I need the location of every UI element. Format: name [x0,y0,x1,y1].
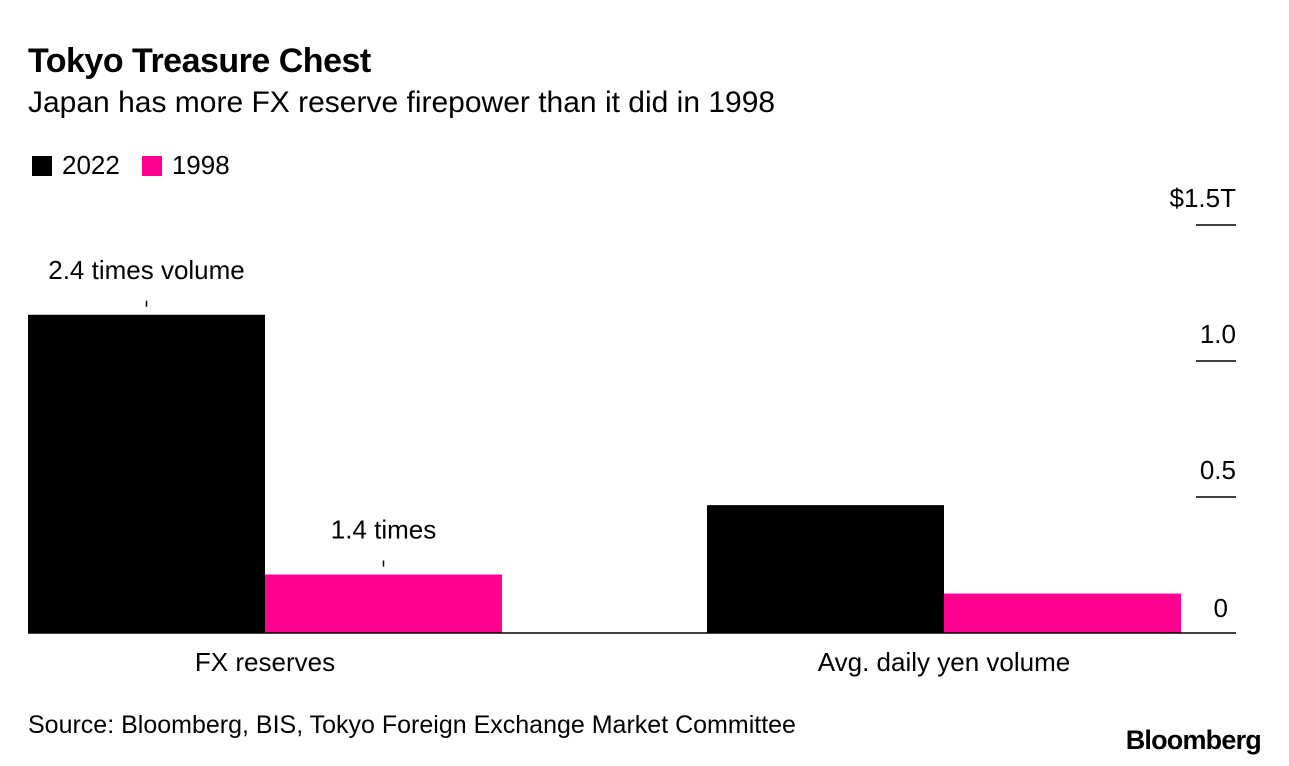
source-note: Source: Bloomberg, BIS, Tokyo Foreign Ex… [28,711,796,739]
y-tick-label-1: 0.5 [1200,455,1236,485]
legend-label-2022: 2022 [62,150,120,180]
legend-item-1998: 1998 [141,150,230,181]
y-tick-label-3: $1.5T [1170,183,1237,213]
bar-avg-daily-yen-volume-2022 [707,505,944,633]
y-tick-label-0: 0 [1214,593,1228,623]
bar-fx-reserves-2022 [28,314,265,633]
legend-swatch-2022 [32,155,52,176]
bar-avg-daily-yen-volume-1998 [944,593,1181,633]
legend-swatch-1998 [141,155,162,176]
x-tick-label-0: FX reserves [195,647,335,677]
chart-title: Tokyo Treasure Chest [28,42,371,80]
legend-item-2022: 2022 [32,150,120,181]
bloomberg-logo: Bloomberg [1125,725,1262,755]
legend: 2022 1998 [32,150,252,181]
bar-fx-reserves-1998 [265,574,502,633]
chart-subtitle: Japan has more FX reserve firepower than… [28,86,776,119]
annotation-label-0: 2.4 times volume [48,255,245,285]
annotation-label-1: 1.4 times [331,515,437,545]
legend-label-1998: 1998 [171,150,230,180]
y-tick-label-2: 1.0 [1200,319,1236,349]
x-tick-label-1: Avg. daily yen volume [818,647,1070,677]
